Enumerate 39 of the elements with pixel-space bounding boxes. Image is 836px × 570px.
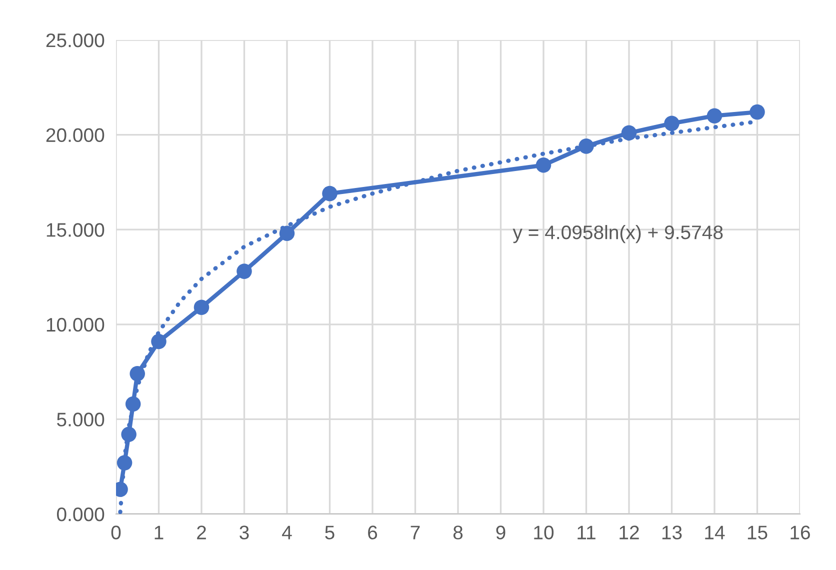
x-tick-label: 8: [453, 526, 463, 540]
point: [750, 104, 765, 120]
point: [121, 426, 136, 442]
x-tick-label: 5: [325, 526, 334, 540]
x-tick-label: 16: [790, 526, 810, 540]
point: [116, 455, 132, 470]
y-tick-label: 5.000: [57, 412, 104, 426]
x-tick-label: 1: [154, 526, 164, 540]
point: [621, 125, 637, 141]
point: [130, 366, 146, 382]
y-tick-label: 0.000: [56, 507, 104, 522]
point: [194, 300, 210, 315]
y-tick-label: 20.000: [46, 128, 104, 142]
x-tick-label: 13: [662, 526, 682, 540]
x-tick-label: 15: [748, 526, 768, 540]
x-tick-label: 4: [282, 526, 292, 540]
annotation: y = 4.0958ln(x) + 9.5748: [512, 224, 723, 244]
x-tick-label: 2: [197, 526, 206, 540]
y-tick-label: 15.000: [46, 223, 104, 237]
x-tick-label: 0: [111, 526, 121, 540]
x-tick-label: 11: [578, 526, 596, 540]
y-tick-label: 10.000: [46, 318, 104, 332]
x-tick-label: 7: [410, 526, 420, 540]
point: [151, 334, 166, 350]
point: [664, 116, 680, 132]
x-tick-label: 12: [620, 526, 639, 540]
x-tick-label: 9: [496, 526, 506, 540]
point: [578, 138, 594, 154]
point: [236, 264, 252, 279]
y-tick-label: 25.000: [46, 33, 104, 48]
x-tick-label: 3: [240, 526, 249, 540]
point: [322, 186, 338, 202]
x-tick-label: 14: [705, 526, 725, 540]
x-tick-label: 6: [368, 526, 378, 540]
point: [125, 396, 141, 412]
point: [536, 157, 552, 173]
point: [279, 226, 295, 242]
x-tick-label: 10: [534, 526, 554, 540]
point: [706, 108, 722, 124]
